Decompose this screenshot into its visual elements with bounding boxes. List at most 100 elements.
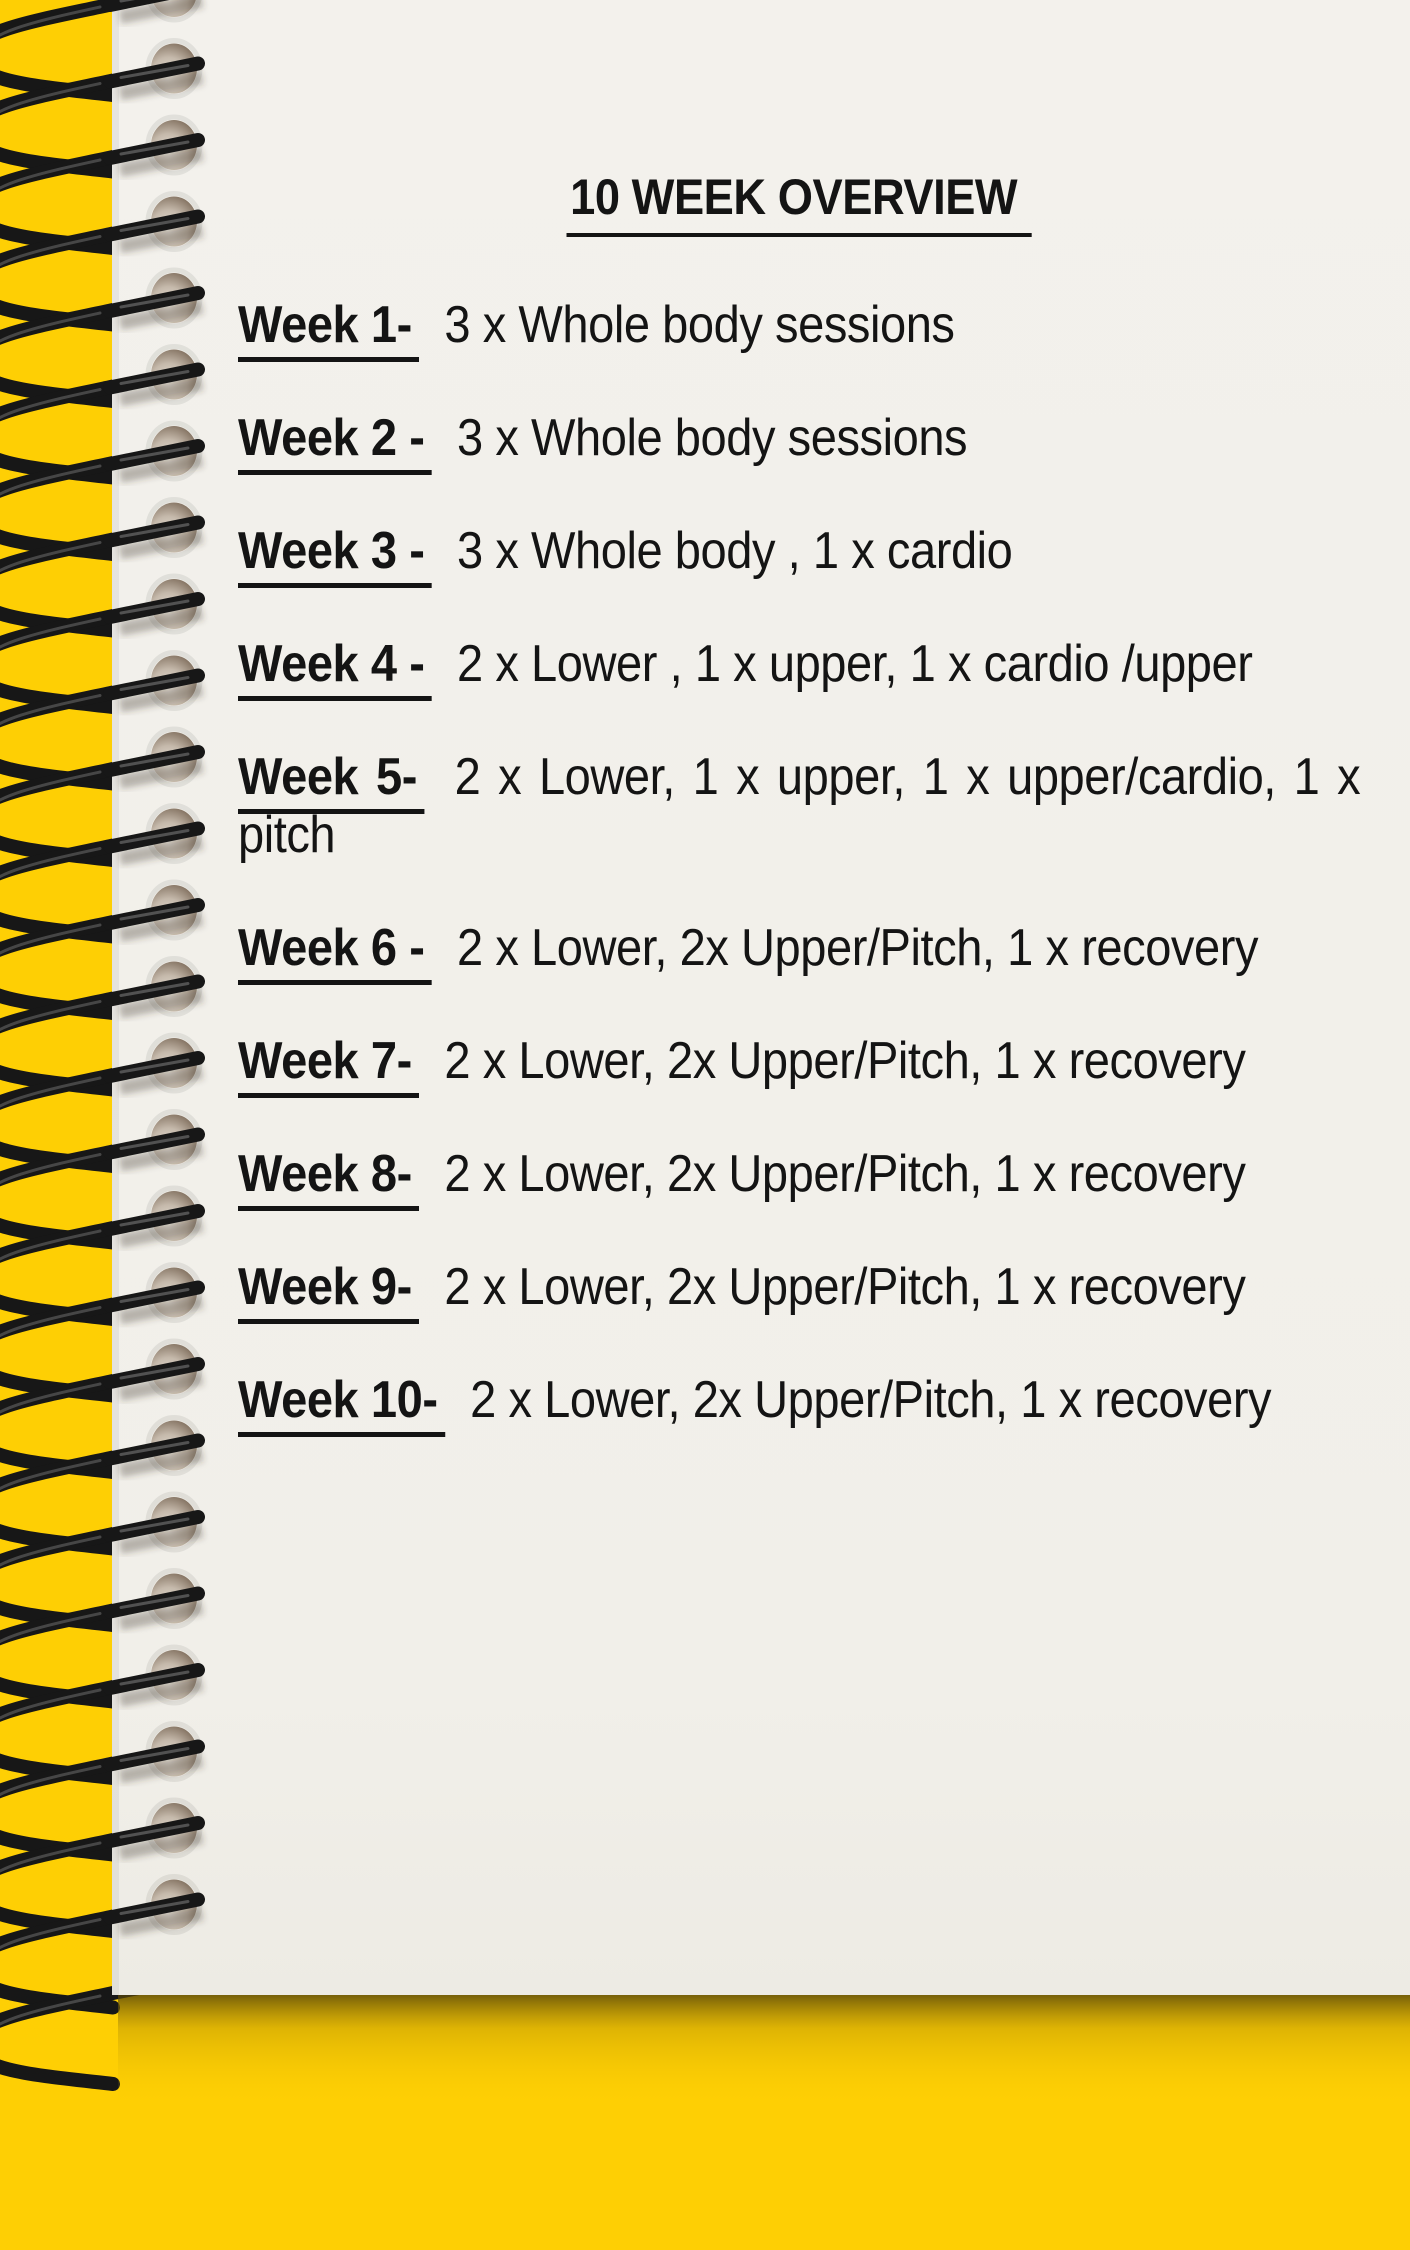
week-label: Week 4 - (238, 635, 432, 701)
week-row: Week 1- 3 x Whole body sessions (238, 296, 1360, 362)
wire-shadow (118, 1600, 204, 1631)
spiral-coil-highlight (0, 158, 102, 190)
spiral-coil-highlight (0, 1841, 102, 1873)
spiral-wire-highlight (119, 676, 190, 691)
week-row: Week 2 - 3 x Whole body sessions (238, 409, 1360, 475)
wire-shadow (118, 1141, 204, 1172)
spiral-coil-highlight (0, 770, 102, 802)
week-description: 2 x Lower , 1 x upper, 1 x cardio /upper (456, 635, 1253, 693)
wire-shadow (118, 759, 204, 789)
page-title: 10 WEEK OVERVIEW (238, 168, 1360, 237)
wire-shadow (118, 223, 204, 254)
spiral-coil-highlight (0, 5, 102, 37)
spiral-wire-highlight (119, 905, 190, 921)
page-content: 10 WEEK OVERVIEW Week 1- 3 x Whole body … (238, 168, 1361, 1484)
week-row: Week 3 - 3 x Whole body , 1 x cardio (238, 522, 1360, 588)
week-row: Week 10- 2 x Lower, 2x Upper/Pitch, 1 x … (238, 1371, 1360, 1437)
spiral-coils-back (0, 0, 203, 2091)
spiral-wire-highlight (119, 1364, 190, 1380)
spiral-coil-highlight (0, 1229, 102, 1261)
spiral-coil-highlight (0, 1306, 102, 1338)
spiral-wire-highlight (119, 523, 190, 538)
spiral-coil-highlight (0, 388, 102, 420)
wire-shadow (118, 1447, 204, 1478)
week-description: 2 x Lower, 2x Upper/Pitch, 1 x recovery (470, 1371, 1272, 1429)
wire-shadow (118, 1371, 204, 1401)
spiral-wire-highlight (119, 1441, 190, 1456)
wire-shadow (118, 376, 204, 407)
weeks-list: Week 1- 3 x Whole body sessions Week 2 -… (238, 296, 1361, 1437)
spiral-wire-highlight (119, 1670, 190, 1686)
week-row: Week 5- 2 x Lower, 1 x upper, 1 x upper/… (238, 748, 1361, 864)
spiral-wire-highlight (119, 1058, 190, 1074)
week-row: Week 7- 2 x Lower, 2x Upper/Pitch, 1 x r… (238, 1032, 1360, 1098)
spiral-coil-highlight (0, 541, 102, 573)
spiral-coil-highlight (0, 1688, 102, 1720)
wire-shadow (118, 835, 204, 866)
wire-shadow (118, 1524, 204, 1554)
spiral-coil-highlight (0, 464, 102, 496)
spiral-wire-highlight (119, 1747, 190, 1762)
week-description: 2 x Lower, 1 x upper, 1 x upper/cardio, … (238, 748, 1361, 864)
page-drop-shadow (118, 1995, 1410, 2107)
wire-shadow (118, 453, 204, 483)
spiral-wire-highlight (119, 599, 190, 615)
wire-shadow (118, 0, 204, 24)
week-label: Week 5- (238, 748, 425, 814)
spiral-coil-highlight (0, 617, 102, 649)
week-label: Week 10- (238, 1371, 445, 1437)
spiral-coil-highlight (0, 1612, 102, 1644)
week-label: Week 9- (238, 1258, 420, 1324)
spiral-coil-highlight (0, 1765, 102, 1797)
wire-shadow (118, 606, 204, 636)
spiral-coil-highlight (0, 82, 102, 114)
week-row: Week 8- 2 x Lower, 2x Upper/Pitch, 1 x r… (238, 1145, 1360, 1211)
spiral-coil-highlight (0, 1459, 102, 1491)
week-description: 2 x Lower, 2x Upper/Pitch, 1 x recovery (444, 1145, 1246, 1203)
wire-shadow (118, 912, 204, 942)
spiral-wire-highlight (119, 1517, 190, 1533)
week-label: Week 2 - (238, 409, 432, 475)
spiral-wire-highlight (119, 752, 190, 768)
spiral-wire-highlight (119, 829, 190, 844)
wire-shadow (118, 1065, 204, 1095)
spiral-coil-highlight (0, 847, 102, 879)
spiral-coil-highlight (0, 1382, 102, 1414)
week-row: Week 6 - 2 x Lower, 2x Upper/Pitch, 1 x … (238, 919, 1360, 985)
spiral-wire-highlight (119, 1900, 190, 1915)
spiral-coil-highlight (0, 923, 102, 955)
spiral-wire-highlight (119, 370, 190, 385)
spiral-wires-front (103, 0, 205, 1937)
week-label: Week 3 - (238, 522, 432, 588)
spiral-wire-highlight (119, 1288, 190, 1303)
spiral-wire-highlight (119, 140, 190, 156)
wire-shadow (118, 1753, 204, 1784)
wire-shadow (118, 1906, 204, 1937)
spiral-coil-highlight (0, 1076, 102, 1108)
spiral-coil-highlight (0, 1000, 102, 1032)
spiral-wire-highlight (119, 64, 190, 79)
wire-shadow (118, 1677, 204, 1707)
week-description: 3 x Whole body sessions (456, 409, 968, 467)
week-row: Week 4 - 2 x Lower , 1 x upper, 1 x card… (238, 635, 1360, 701)
wire-shadow (118, 147, 204, 177)
week-description: 3 x Whole body sessions (444, 296, 955, 354)
spiral-coil-highlight (0, 235, 102, 267)
spiral-wire-highlight (119, 446, 190, 462)
wire-shadow (118, 300, 204, 330)
week-label: Week 1- (238, 296, 420, 362)
spiral-wire-highlight (119, 1135, 190, 1150)
spiral-wire (103, 0, 170, 12)
week-row: Week 9- 2 x Lower, 2x Upper/Pitch, 1 x r… (238, 1258, 1360, 1324)
spiral-wire-highlight (119, 1823, 190, 1839)
wire-shadow (118, 1830, 204, 1860)
spiral-wire-highlight (119, 1211, 190, 1227)
week-label: Week 7- (238, 1032, 420, 1098)
spiral-coil-highlight (0, 1918, 102, 1950)
wire-shadow (118, 529, 204, 560)
spiral-coil-highlight (0, 311, 102, 343)
spiral-coil-highlight (0, 1994, 102, 2026)
week-description: 2 x Lower, 2x Upper/Pitch, 1 x recovery (456, 919, 1259, 977)
punch-hole-emboss (146, 0, 202, 23)
